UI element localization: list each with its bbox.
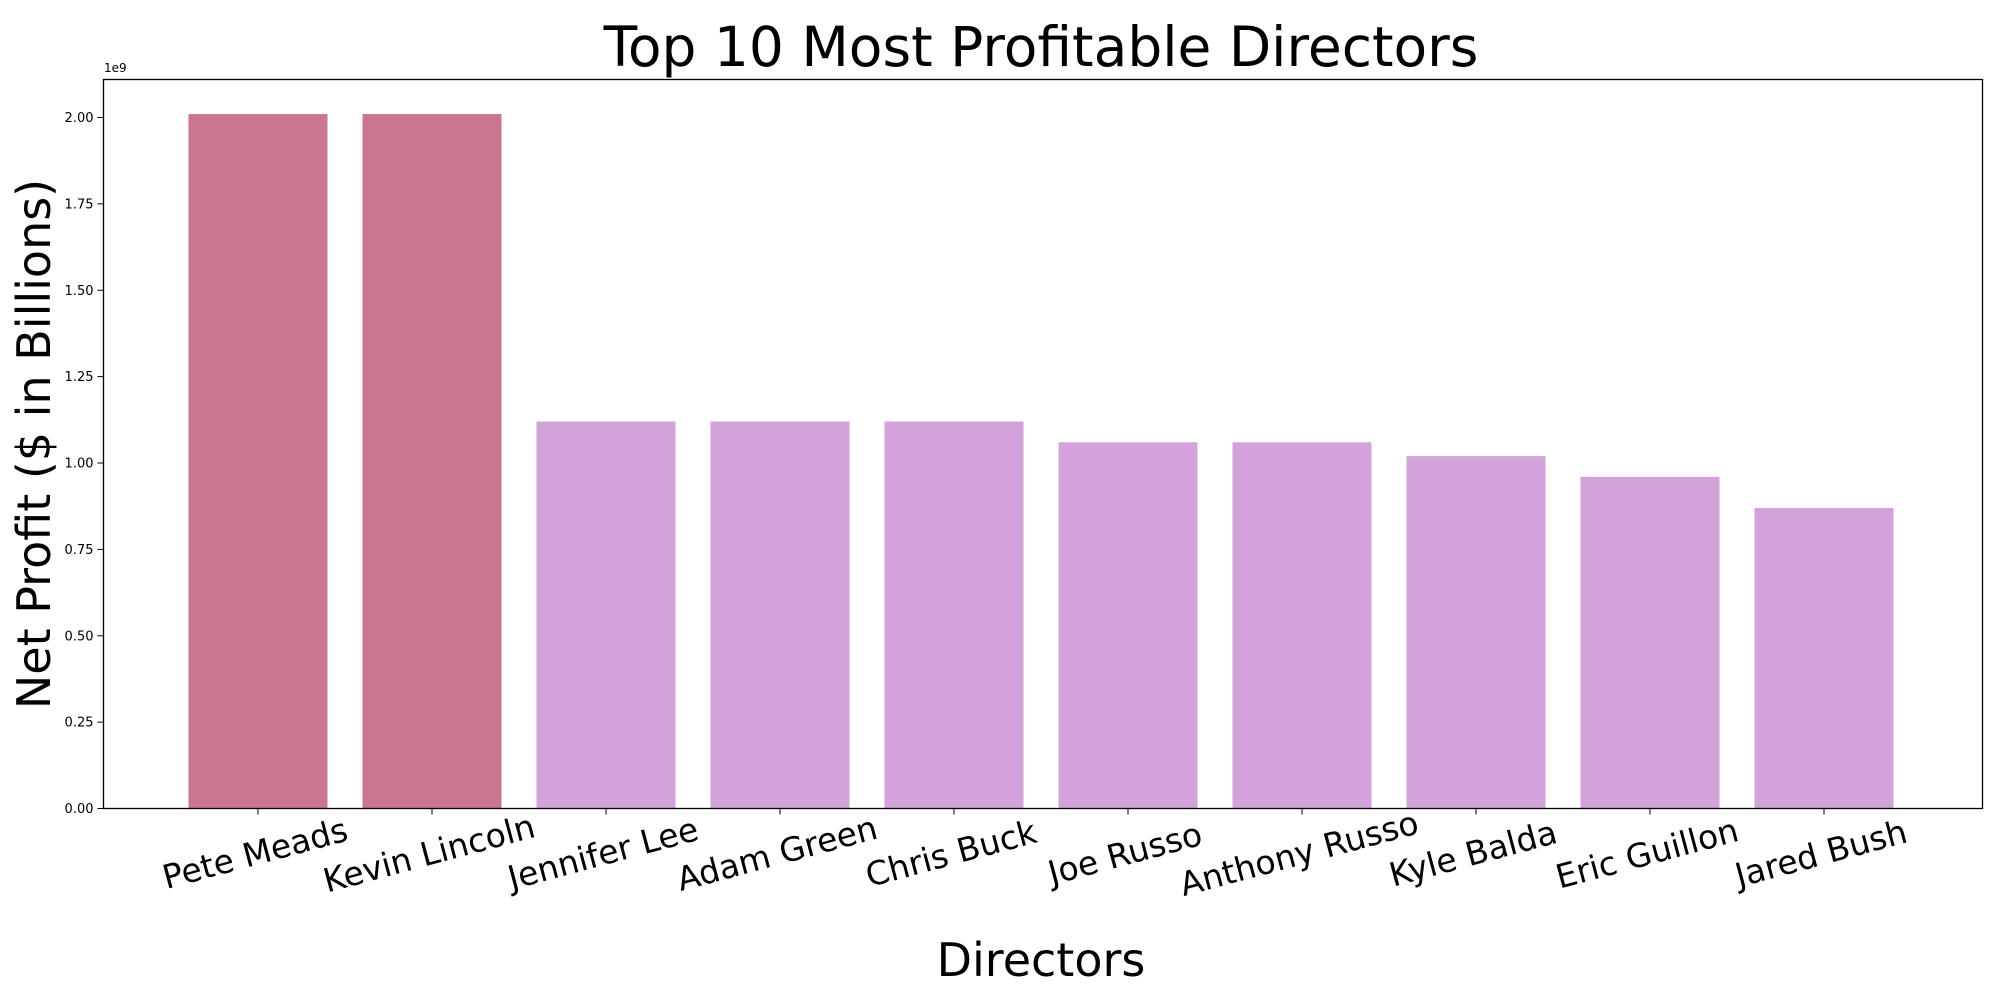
- x-tick-label: Pete Meads: [158, 810, 352, 897]
- chart-title: Top 10 Most Profitable Directors: [603, 15, 1479, 79]
- y-ticks-group: 0.00 0.25 0.50 0.75 1.00 1.25 1.50 1.75 2.00: [65, 111, 104, 817]
- y-tick-label: 1.25: [65, 370, 94, 385]
- y-tick-label: 0.75: [65, 543, 94, 558]
- x-tick-label: Chris Buck: [861, 812, 1041, 895]
- x-tick-label: Adam Green: [673, 808, 882, 899]
- bar-eric-guillon: [1580, 476, 1720, 809]
- y-tick-label: 1.50: [65, 284, 94, 299]
- y-tick-label: 1.00: [65, 457, 94, 472]
- x-tick-label: Anthony Russo: [1175, 803, 1422, 904]
- bar-jennifer-lee: [536, 421, 676, 809]
- bar-anthony-russo: [1232, 442, 1372, 809]
- bar-adam-green: [710, 421, 850, 809]
- y-tick-label: 0.50: [65, 629, 94, 644]
- x-tick-label: Jared Bush: [1729, 812, 1911, 896]
- plot-frame: [102, 78, 1984, 810]
- y-axis-label: Net Profit ($ in Billions): [7, 179, 61, 709]
- bar-joe-russo: [1058, 442, 1198, 809]
- bar-jared-bush: [1754, 507, 1894, 809]
- y-tick-label: 2.00: [65, 111, 94, 126]
- y-tick-label: 0.00: [65, 802, 94, 817]
- x-tick-label: Eric Guillon: [1552, 810, 1743, 896]
- x-axis-label: Directors: [937, 933, 1146, 987]
- bar-pete-meads: [188, 114, 328, 809]
- x-tick-label: Kevin Lincoln: [319, 806, 539, 900]
- y-tick-label: 0.25: [65, 716, 94, 731]
- y-tick-label: 1.75: [65, 197, 94, 212]
- bar-kyle-balda: [1406, 456, 1546, 809]
- bar-chris-buck: [884, 421, 1024, 809]
- bars-group: [188, 114, 1894, 809]
- bar-kevin-lincoln: [362, 114, 502, 809]
- y-axis-offset-label: 1e9: [104, 61, 127, 75]
